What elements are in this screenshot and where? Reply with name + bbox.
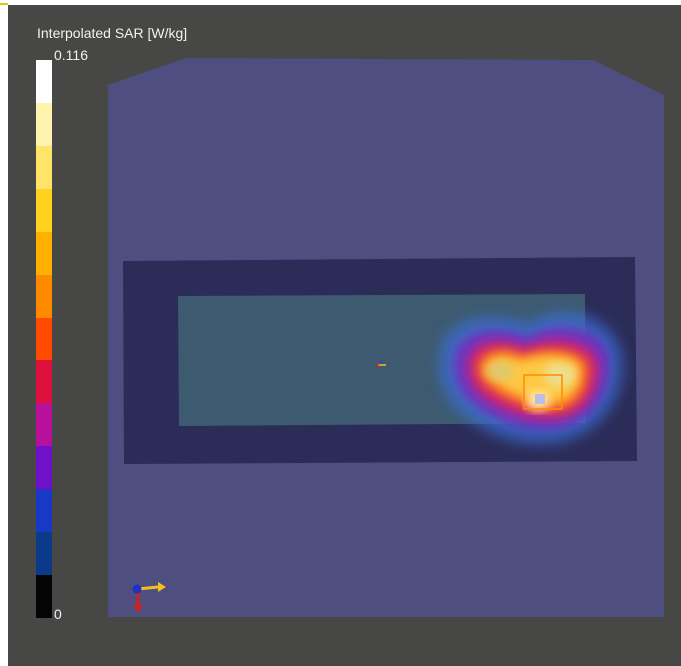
scene-render [108, 58, 664, 617]
colorbar-segment [36, 274, 52, 318]
accent-line [0, 3, 8, 5]
colorbar-min-label: 0 [54, 606, 62, 622]
colorbar-segment [36, 231, 52, 275]
legend-title: Interpolated SAR [W/kg] [37, 25, 188, 41]
colorbar-segment [36, 145, 52, 189]
sar-colorbar [36, 60, 52, 618]
z-axis-icon [132, 584, 142, 594]
feed-point-marker [377, 360, 386, 368]
colorbar-segment [36, 575, 52, 618]
colorbar-segment [36, 60, 52, 103]
peak-averaging-cube [523, 374, 563, 410]
colorbar-segment [36, 360, 52, 404]
axis-orientation-triad[interactable] [126, 577, 174, 617]
colorbar-segment [36, 532, 52, 576]
colorbar-segment [36, 188, 52, 232]
colorbar-segment [36, 317, 52, 361]
colorbar-segment [36, 489, 52, 533]
colorbar-segment [36, 446, 52, 490]
sar-hotspot [439, 312, 623, 444]
colorbar-segment [36, 403, 52, 447]
3d-viewport[interactable]: Interpolated SAR [W/kg] 0.116 0 [8, 5, 681, 666]
colorbar-max-label: 0.116 [54, 47, 88, 63]
colorbar-segment [36, 102, 52, 146]
